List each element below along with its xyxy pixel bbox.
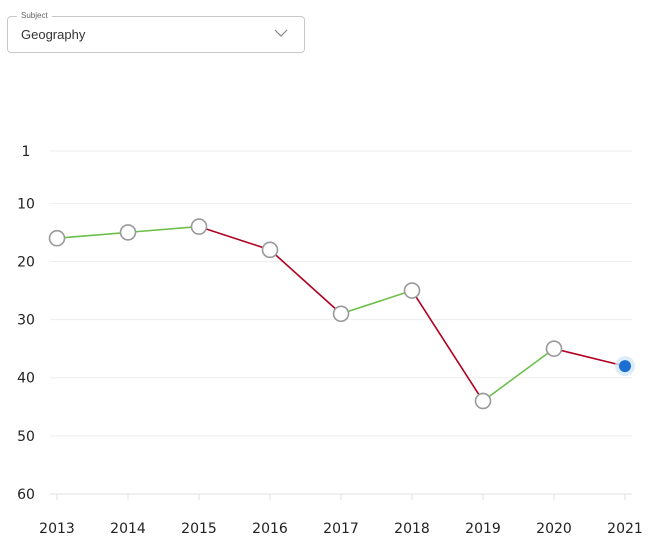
x-tick-label: 2021: [607, 521, 643, 537]
line-segment: [411, 289, 484, 402]
y-tick-label: 30: [17, 313, 35, 329]
x-tick-label: 2020: [536, 521, 572, 537]
x-tick-label: 2017: [323, 521, 359, 537]
y-axis: 1 10 20 30 40 50 60: [17, 144, 35, 503]
y-tick-label: 50: [17, 429, 35, 445]
subject-select[interactable]: Subject Geography: [7, 11, 305, 53]
series-points: [48, 218, 635, 410]
data-point: [332, 305, 350, 323]
data-point: [190, 218, 208, 235]
y-tick-label: 10: [17, 196, 35, 212]
y-tick-label: 1: [22, 144, 31, 160]
x-tick-label: 2016: [252, 521, 288, 537]
data-point: [403, 282, 421, 299]
line-segment: [340, 289, 413, 315]
line-segment: [553, 347, 626, 367]
y-tick-label: 20: [17, 254, 35, 270]
line-segment: [127, 225, 200, 234]
data-point: [119, 224, 137, 241]
x-axis: 2013 2014 2015 2016 2017 2018 2019 2020 2021: [39, 494, 643, 537]
line-segment: [482, 347, 555, 402]
x-tick-label: 2013: [39, 521, 75, 537]
y-tick-label: 60: [17, 487, 35, 503]
x-tick-label: 2014: [110, 521, 146, 537]
data-point: [48, 229, 66, 247]
chevron-down-icon[interactable]: [274, 29, 288, 38]
grid-lines: [50, 150, 632, 495]
line-segment: [269, 249, 342, 315]
subject-value: Geography: [21, 27, 86, 42]
series-line: [56, 225, 626, 402]
line-segment: [56, 231, 129, 240]
x-tick-label: 2015: [181, 521, 217, 537]
subject-label: Subject: [17, 11, 52, 21]
current-data-point: [619, 360, 631, 373]
x-tick-label: 2018: [394, 521, 430, 537]
data-point: [261, 241, 279, 259]
data-point: [545, 340, 563, 357]
data-point: [474, 392, 492, 410]
x-tick-label: 2019: [465, 521, 501, 537]
y-tick-label: 40: [17, 371, 35, 387]
line-segment: [198, 225, 271, 251]
